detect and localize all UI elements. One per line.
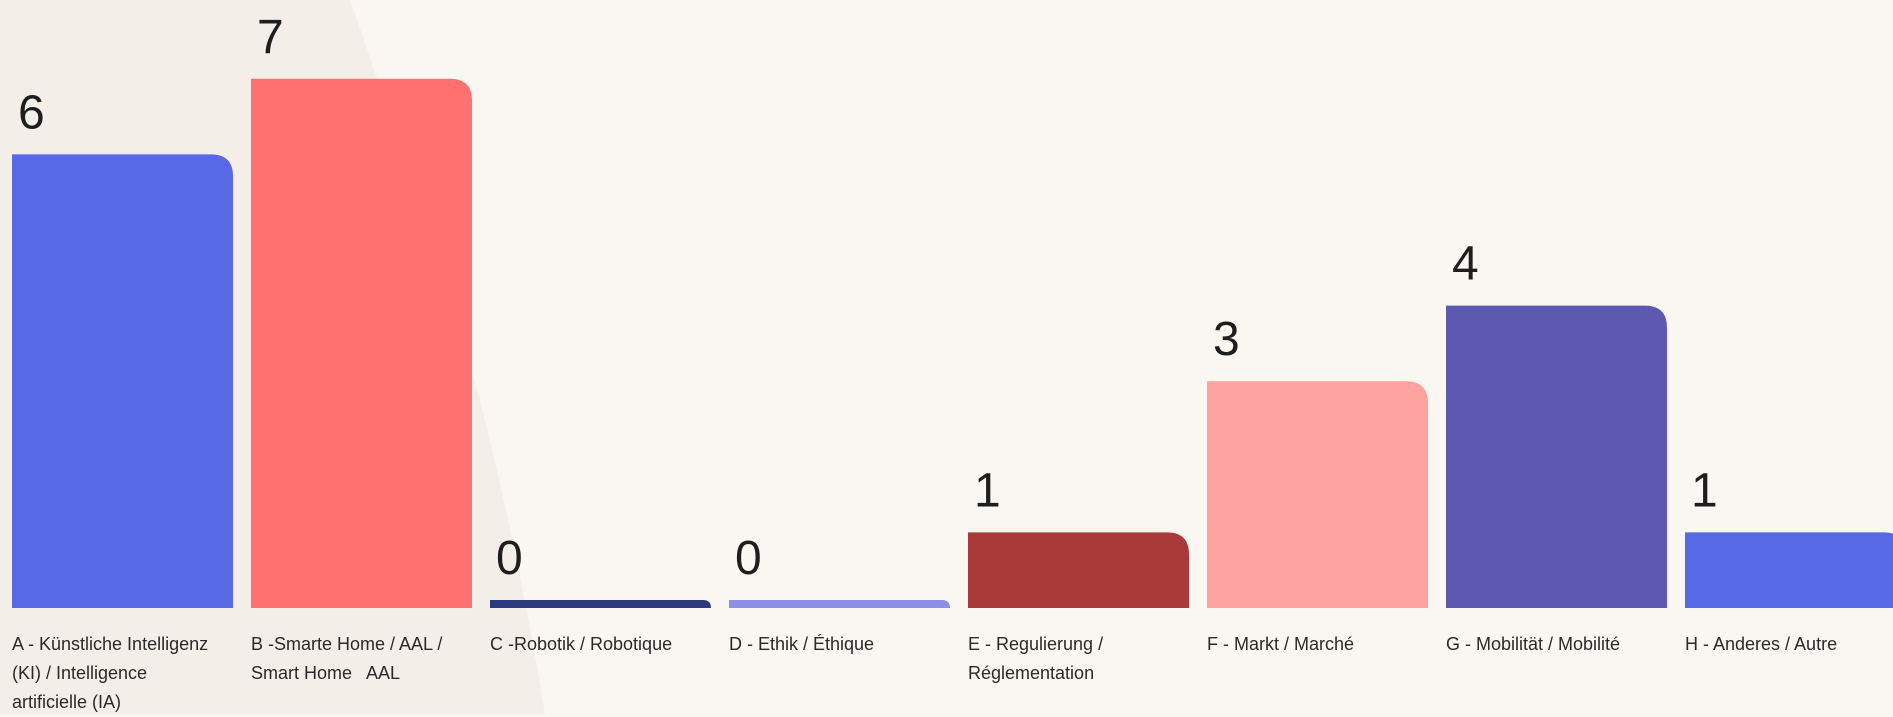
category-label: G - Mobilität / Mobilité — [1446, 634, 1621, 654]
category-label: D - Ethik / Éthique — [729, 634, 875, 654]
value-label: 1 — [1691, 464, 1718, 517]
value-label: 7 — [257, 11, 284, 64]
category-label: C -Robotik / Robotique — [490, 634, 673, 654]
bar — [1685, 532, 1893, 608]
bar — [1446, 305, 1667, 608]
category-label: F - Markt / Marché — [1207, 634, 1355, 654]
bar — [251, 78, 472, 609]
value-label: 4 — [1452, 238, 1479, 291]
bar — [729, 600, 950, 608]
category-label: E - Regulierung / Réglementation — [968, 634, 1109, 683]
bar — [968, 532, 1189, 608]
bar — [12, 154, 233, 608]
value-label: 6 — [18, 86, 45, 139]
category-label: B -Smarte Home / AAL / Smart Home AAL — [251, 634, 448, 683]
category-label: A - Künstliche Intelligenz (KI) / Intell… — [12, 634, 214, 712]
value-label: 0 — [496, 532, 523, 585]
value-label: 0 — [735, 532, 762, 585]
category-label: H - Anderes / Autre — [1685, 634, 1838, 654]
value-label: 3 — [1213, 313, 1240, 366]
bar — [490, 600, 711, 608]
bar — [1207, 381, 1428, 608]
value-label: 1 — [974, 464, 1001, 517]
